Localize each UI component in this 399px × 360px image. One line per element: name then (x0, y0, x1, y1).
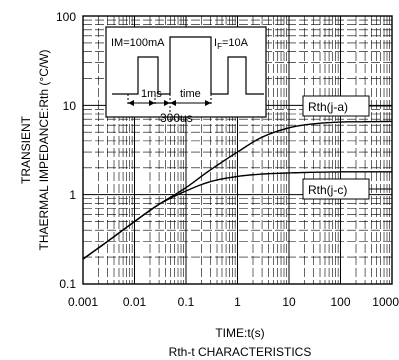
x-tick-label: 10 (282, 295, 296, 309)
y-tick-labels: 0.1 1 10 100 (56, 10, 76, 291)
y-axis-title-line1: TRANSIENT (19, 115, 33, 184)
y-tick-label: 10 (63, 99, 77, 113)
legend-rth-j-c: Rth(j-c) (302, 178, 392, 200)
inset-period-label: 300us (160, 111, 193, 125)
series-line-rth-j-c (82, 171, 392, 260)
plot-frame (82, 15, 393, 285)
x-tick-label: 0.1 (178, 295, 195, 309)
y-tick-label: 0.1 (59, 277, 76, 291)
legend-label: Rth(j-a) (308, 100, 348, 114)
y-tick-label: 100 (56, 10, 76, 24)
pulse-waveform (112, 36, 264, 95)
chart-title: Rth-t CHARACTERISTICS (169, 345, 312, 359)
x-tick-label: 0.01 (123, 295, 147, 309)
x-tick-label: 0.001 (68, 295, 98, 309)
inset-time-label: time (180, 88, 201, 100)
x-tick-labels: 0.001 0.01 0.1 1 10 100 1000 (68, 295, 399, 309)
x-tick-label: 100 (330, 295, 350, 309)
legend-label: Rth(j-c) (308, 183, 347, 197)
inset-im-label: IM=100mA (111, 37, 165, 49)
x-axis-title: TIME:t(s) (215, 326, 264, 340)
inset-t1-label: 1ms (141, 88, 162, 100)
y-tick-label: 1 (69, 188, 76, 202)
pulse-inset: IM=100mA IF=10A 1ms time 300us (105, 26, 267, 125)
inset-if-label: IF=10A (214, 37, 249, 51)
x-tick-label: 1 (234, 295, 241, 309)
x-tick-label: 1000 (372, 295, 399, 309)
y-axis-title-line2: THAERMAL IMPEDANCE:Rth (°C/W) (37, 49, 51, 250)
legend-rth-j-a: Rth(j-a) (302, 95, 392, 117)
